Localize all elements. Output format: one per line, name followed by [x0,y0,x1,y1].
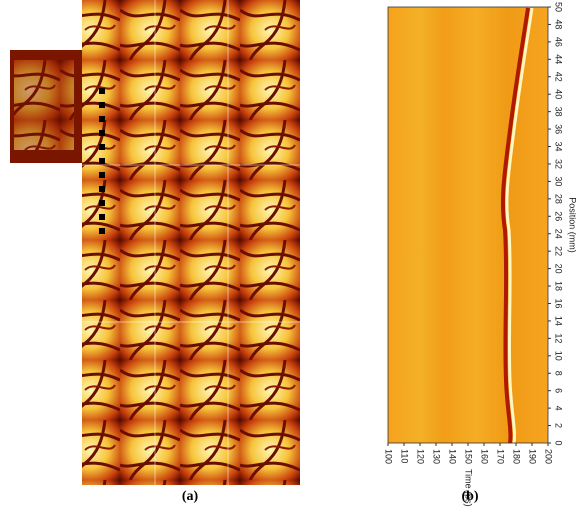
x-tick-label: 180 [512,449,522,464]
y-tick-label: 2 [554,423,564,428]
y-tick-label: 16 [554,298,564,308]
panel-label: (a) [182,489,199,504]
y-tick-label: 30 [554,176,564,186]
y-axis-title: Position (mm) [568,197,578,253]
y-tick-label: 4 [554,406,564,411]
y-tick-label: 38 [554,107,564,117]
y-tick-label: 24 [554,229,564,239]
y-tick-label: 40 [554,89,564,99]
x-tick-label: 170 [496,449,506,464]
y-tick-label: 32 [554,159,564,169]
y-tick-label: 36 [554,124,564,134]
y-tick-label: 12 [554,333,564,343]
x-tick-label: 130 [432,449,442,464]
x-tick-label: 190 [528,449,538,464]
y-tick-label: 8 [554,371,564,376]
x-tick-label: 120 [416,449,426,464]
x-tick-label: 140 [448,449,458,464]
thermal-mosaic [10,0,300,485]
y-tick-label: 46 [554,37,564,47]
y-tick-label: 18 [554,281,564,291]
y-tick-label: 48 [554,19,564,29]
x-tick-label: 100 [384,449,394,464]
y-tick-label: 20 [554,264,564,274]
y-tick-label: 44 [554,54,564,64]
x-tick-label: 150 [464,449,474,464]
panel-label: (b) [461,489,478,504]
b-scan-image [388,7,548,443]
y-tick-label: 42 [554,72,564,82]
y-tick-label: 34 [554,142,564,152]
y-tick-label: 14 [554,316,564,326]
y-tick-label: 6 [554,388,564,393]
y-tick-label: 26 [554,211,564,221]
y-tick-label: 10 [554,351,564,361]
y-tick-label: 22 [554,246,564,256]
x-tick-label: 160 [480,449,490,464]
y-tick-label: 28 [554,194,564,204]
page: (a) 100110120130140150160170180190200024… [0,0,588,508]
y-tick-label: 50 [554,2,564,12]
figure: (a) 100110120130140150160170180190200024… [0,0,588,508]
x-tick-label: 200 [544,449,554,464]
x-tick-label: 110 [400,449,410,463]
y-tick-label: 0 [554,440,564,445]
